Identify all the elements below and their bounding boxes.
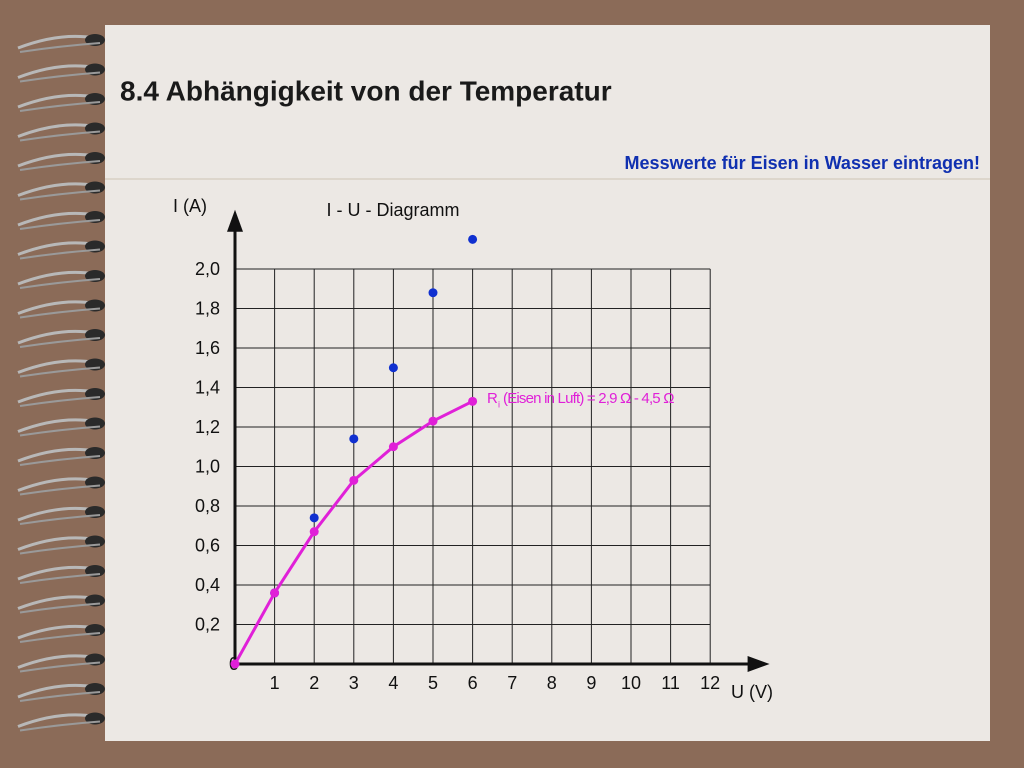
spiral-ring <box>19 691 101 702</box>
y-tick-label: 1,2 <box>195 417 220 437</box>
spiral-ring <box>19 42 101 53</box>
spiral-ring <box>19 278 101 289</box>
y-tick-label: 1,6 <box>195 338 220 358</box>
data-point <box>428 416 438 426</box>
x-tick-label: 4 <box>388 673 398 693</box>
spiral-ring <box>19 514 101 525</box>
y-tick-label: 0,8 <box>195 496 220 516</box>
paper <box>105 25 990 741</box>
spiral-ring <box>19 632 101 643</box>
x-tick-label: 8 <box>547 673 557 693</box>
y-tick-label: 0,2 <box>195 614 220 634</box>
data-point <box>468 234 478 244</box>
x-tick-label: 9 <box>586 673 596 693</box>
chart: 0,20,40,60,81,01,21,41,61,82,00123456789… <box>173 196 773 702</box>
y-tick-label: 1,0 <box>195 456 220 476</box>
annotation-symbol: R <box>487 390 498 407</box>
spiral-ring <box>19 602 101 614</box>
y-tick-label: 1,8 <box>195 298 220 318</box>
x-tick-label: 6 <box>468 673 478 693</box>
spiral-ring <box>19 425 101 437</box>
spiral-ring <box>19 661 101 673</box>
spiral-ring <box>19 396 101 407</box>
annotation-subscript: i <box>498 399 500 409</box>
annotation-text: (Eisen in Luft) = 2,9 Ω - 4,5 Ω <box>503 390 674 407</box>
y-tick-label: 0,4 <box>195 575 220 595</box>
spiral-ring <box>19 248 101 260</box>
spiral-ring <box>19 101 101 112</box>
x-tick-label: 2 <box>309 673 319 693</box>
data-point <box>309 527 319 537</box>
data-point <box>468 396 478 406</box>
spiral-ring <box>19 189 101 201</box>
x-tick-label: 3 <box>349 673 359 693</box>
data-point <box>270 588 280 598</box>
spiral-ring <box>19 720 101 732</box>
data-point <box>309 513 319 523</box>
y-axis-arrow <box>227 209 243 232</box>
data-point <box>388 442 398 452</box>
x-axis-arrow <box>747 656 770 672</box>
y-axis-label: I (A) <box>173 196 207 216</box>
x-tick-label: 1 <box>270 673 280 693</box>
x-tick-label: 12 <box>700 673 720 693</box>
data-point <box>388 363 398 373</box>
spiral-ring <box>19 366 101 378</box>
slide-title: 8.4 Abhängigkeit von der Temperatur <box>120 75 612 106</box>
x-tick-label: 10 <box>621 673 641 693</box>
x-axis-label: U (V) <box>731 682 773 702</box>
x-tick-label: 5 <box>428 673 438 693</box>
spiral-ring <box>19 160 101 171</box>
x-tick-label: 7 <box>507 673 517 693</box>
data-point <box>230 659 240 669</box>
spiral-ring <box>19 337 101 348</box>
spiral-ring <box>19 130 101 142</box>
spiral-ring <box>19 484 101 496</box>
spiral-ring <box>19 71 101 83</box>
chart-title: I - U - Diagramm <box>326 200 459 220</box>
data-point <box>349 434 359 444</box>
x-tick-label: 11 <box>661 673 680 693</box>
y-tick-label: 1,4 <box>195 377 220 397</box>
spiral-ring <box>19 543 101 555</box>
slide-note: Messwerte für Eisen in Wasser eintragen! <box>625 153 980 173</box>
spiral-ring <box>19 219 101 230</box>
data-point <box>349 475 359 485</box>
spiral <box>17 34 105 732</box>
spiral-ring <box>19 455 101 466</box>
spiral-ring <box>19 307 101 319</box>
y-tick-label: 0,6 <box>195 535 220 555</box>
spiral-ring <box>19 573 101 584</box>
data-point <box>428 288 438 298</box>
y-tick-label: 2,0 <box>195 259 220 279</box>
